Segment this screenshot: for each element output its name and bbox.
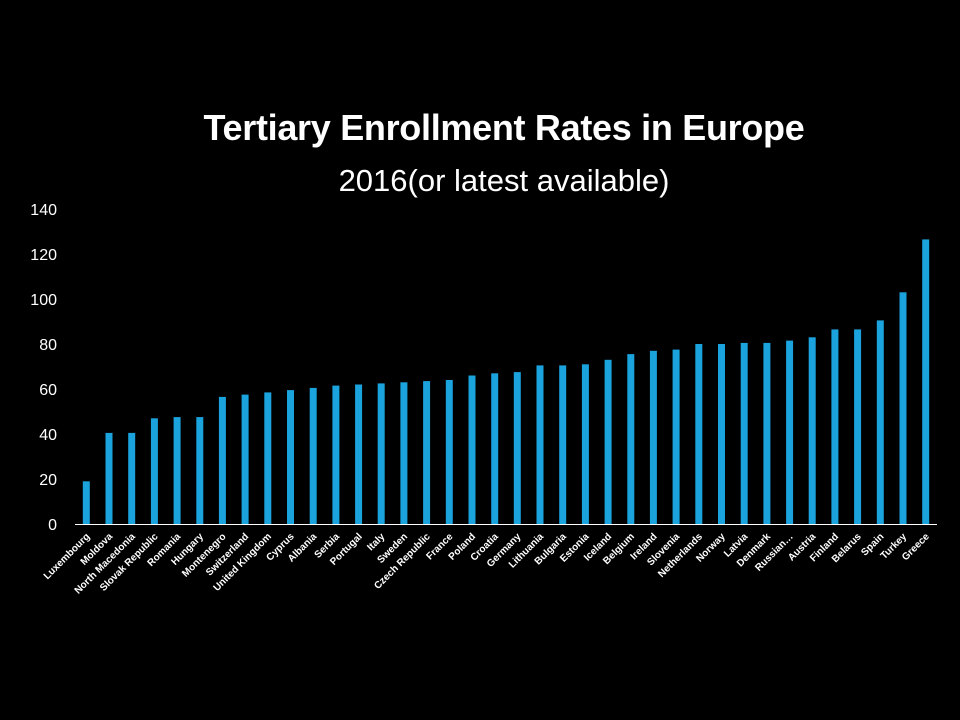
bar	[672, 349, 680, 524]
bar	[536, 365, 544, 524]
bar	[763, 342, 771, 524]
bar	[173, 417, 181, 524]
bars	[82, 239, 930, 525]
bar	[241, 394, 249, 524]
bar	[377, 383, 385, 524]
y-tick-label: 140	[30, 202, 57, 219]
bar	[287, 390, 294, 524]
bar	[513, 372, 521, 524]
bar	[808, 337, 816, 525]
bar	[831, 329, 839, 524]
bar	[105, 432, 113, 524]
bar	[468, 375, 476, 524]
bar	[218, 396, 226, 524]
bar	[876, 320, 884, 524]
bar	[82, 481, 90, 525]
bar	[445, 380, 453, 524]
bar	[627, 354, 635, 524]
bar	[423, 381, 431, 524]
bar	[695, 344, 703, 524]
bar	[854, 329, 862, 524]
y-tick-label: 80	[39, 337, 57, 354]
bar	[649, 350, 657, 525]
bar	[128, 432, 136, 524]
bar	[332, 385, 340, 524]
chart-subtitle: 2016(or latest available)	[338, 163, 670, 198]
y-tick-label: 120	[30, 247, 57, 264]
y-tick-label: 100	[30, 292, 57, 309]
bar	[604, 359, 612, 525]
bar	[581, 364, 589, 525]
bar	[740, 342, 748, 524]
y-tick-label: 60	[39, 382, 57, 399]
bar	[355, 384, 363, 524]
bar	[150, 418, 158, 525]
bar	[718, 344, 725, 524]
bar	[559, 365, 567, 524]
y-axis-ticks: 0 20 40 60 80 100 120 140	[30, 202, 57, 534]
y-tick-label: 40	[39, 427, 57, 444]
bar	[491, 373, 499, 525]
bar	[922, 239, 930, 524]
bar	[899, 292, 907, 525]
y-tick-label: 20	[39, 472, 57, 489]
y-tick-label: 0	[48, 517, 57, 534]
bar	[400, 382, 408, 525]
bar	[264, 392, 272, 524]
bar	[786, 340, 794, 524]
bar	[309, 387, 317, 524]
bar	[196, 417, 204, 524]
chart-title: Tertiary Enrollment Rates in Europe	[203, 107, 805, 148]
